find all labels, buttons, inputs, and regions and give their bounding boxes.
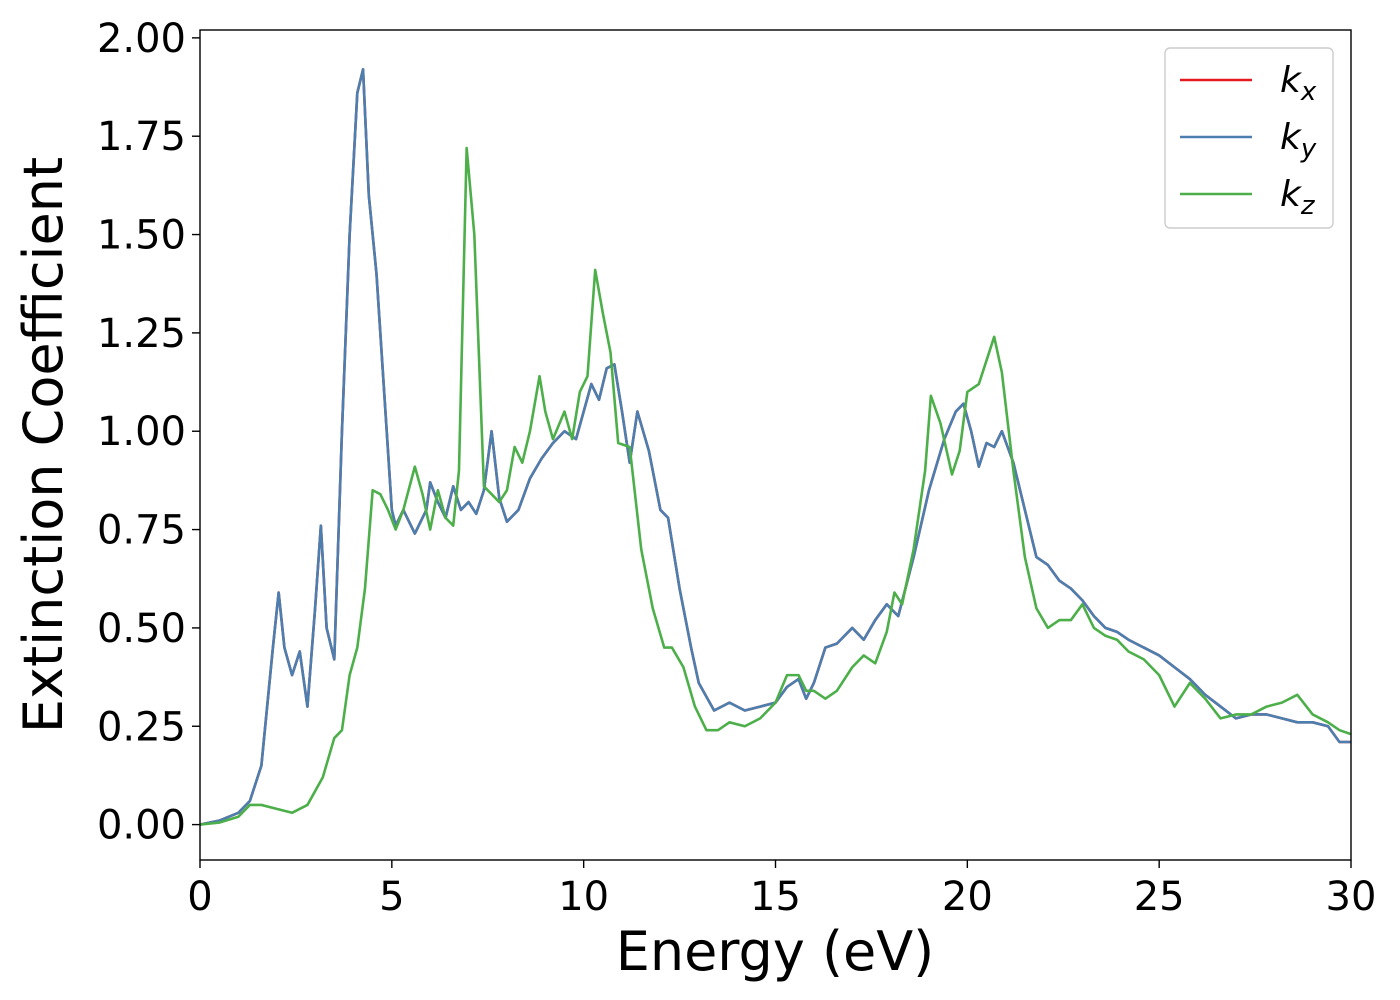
x-tick-label: 25: [1134, 874, 1185, 920]
y-tick-label: 0.50: [97, 606, 186, 652]
x-tick-label: 0: [187, 874, 212, 920]
series-line-ky: [200, 68, 1351, 826]
y-tick-label: 1.00: [97, 409, 186, 455]
y-tick-label: 1.25: [97, 311, 186, 357]
legend-label-ky: ky: [1280, 117, 1317, 164]
x-tick-label: 15: [750, 874, 801, 920]
series-lines: [200, 68, 1351, 826]
y-tick-label: 0.00: [97, 803, 186, 849]
series-line-kz: [200, 146, 1351, 826]
legend-label-kz: kz: [1280, 174, 1316, 221]
x-tick-label: 10: [558, 874, 609, 920]
y-tick-label: 0.25: [97, 704, 186, 750]
y-tick-label: 1.75: [97, 114, 186, 160]
x-axis-label: Energy (eV): [616, 920, 935, 983]
y-tick-label: 1.50: [97, 213, 186, 259]
x-tick-label: 30: [1326, 874, 1377, 920]
y-tick-label: 0.75: [97, 508, 186, 554]
x-tick-label: 20: [942, 874, 993, 920]
y-tick-label: 2.00: [97, 16, 186, 62]
legend-label-kx: kx: [1280, 60, 1317, 107]
x-tick-label: 5: [379, 874, 404, 920]
legend: kx ky kz: [1164, 47, 1334, 229]
axes: 0 5 10 15 20 25 30 0.00 0.25 0.50 0.75 1.00 1.25 1.50…: [97, 16, 1377, 920]
y-axis-label: Extinction Coefficient: [12, 157, 75, 733]
